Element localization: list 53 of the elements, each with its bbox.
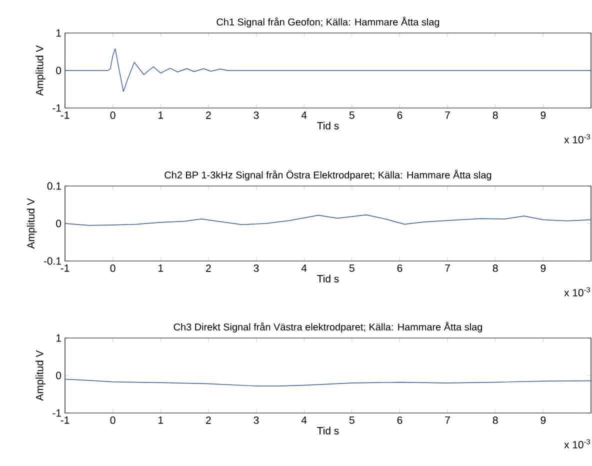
x-axis-title: Tid s (317, 426, 339, 434)
x-tick-label: 3 (254, 112, 259, 119)
y-tick-label: 1 (56, 29, 61, 37)
y-tick-label: 0 (56, 66, 62, 74)
x-tick-label: 6 (397, 416, 402, 424)
text: x 10$^{-3}$ (564, 134, 590, 144)
x-tick-label: 4 (301, 264, 307, 272)
y-axis-title: Amplitud V (26, 198, 37, 249)
x-tick-label: 4 (301, 112, 307, 119)
x-tick-label: 8 (492, 416, 498, 424)
chart-title: Ch3 Direkt Signal från Västra elektrodparet; Källa: Hammare Åtta slag (174, 322, 482, 332)
x-tick-label: 7 (445, 264, 450, 272)
y-tick-label: -0.1 (44, 257, 61, 265)
y-tick-label: 1 (56, 334, 61, 342)
y-tick-label: 0 (56, 220, 62, 228)
x-tick-label: 8 (492, 264, 498, 272)
x-tick-label: 9 (540, 112, 546, 119)
x-tick-label: 5 (349, 264, 354, 272)
x-tick-label: 8 (492, 112, 498, 119)
line-series (65, 214, 592, 226)
x-tick-label: 2 (206, 112, 211, 119)
y-tick-label: 0.1 (47, 182, 61, 190)
y-tick-label: 0 (56, 372, 62, 380)
x-tick-label: 9 (540, 416, 546, 424)
y-axis-title: Amplitud V (36, 350, 46, 401)
chart-title: Ch1 Signal från Geofon; Källa: Hammare Åtta slag (216, 16, 440, 28)
x-tick-label: 0 (110, 264, 116, 272)
x-tick-label: 6 (397, 112, 402, 119)
chart-title: Ch2 BP 1-3kHz Signal från Östra Elektrodparet; Källa: Hammare Åtta slag (164, 170, 492, 180)
x-tick-label: 1 (158, 264, 164, 272)
x-axis-title: Tid s (317, 274, 339, 282)
x-tick-label: 5 (349, 416, 354, 424)
x-tick-label: 7 (445, 416, 450, 424)
y-tick-label: -1 (52, 409, 61, 417)
text: x 10$^{-3}$ (564, 439, 590, 448)
x-tick-label: 2 (206, 264, 211, 272)
x-tick-label: 5 (349, 112, 354, 119)
x-tick-label: 7 (445, 112, 450, 119)
x-tick-label: 1 (158, 416, 164, 424)
x-tick-label: 4 (301, 416, 307, 424)
x-tick-label: 3 (254, 416, 259, 424)
y-tick-label: -1 (52, 104, 61, 112)
x-tick-label: 6 (397, 264, 402, 272)
x-tick-label: 3 (254, 264, 259, 272)
x-tick-label: 1 (158, 112, 164, 119)
x-tick-label: 0 (110, 112, 116, 119)
line-series (65, 378, 592, 386)
x-tick-label: 0 (110, 416, 116, 424)
text: x 10$^{-3}$ (564, 287, 590, 296)
y-axis-title: Amplitud V (36, 45, 46, 96)
x-axis-title: Tid s (317, 122, 339, 130)
x-tick-label: 2 (206, 416, 211, 424)
x-tick-label: 9 (540, 264, 546, 272)
